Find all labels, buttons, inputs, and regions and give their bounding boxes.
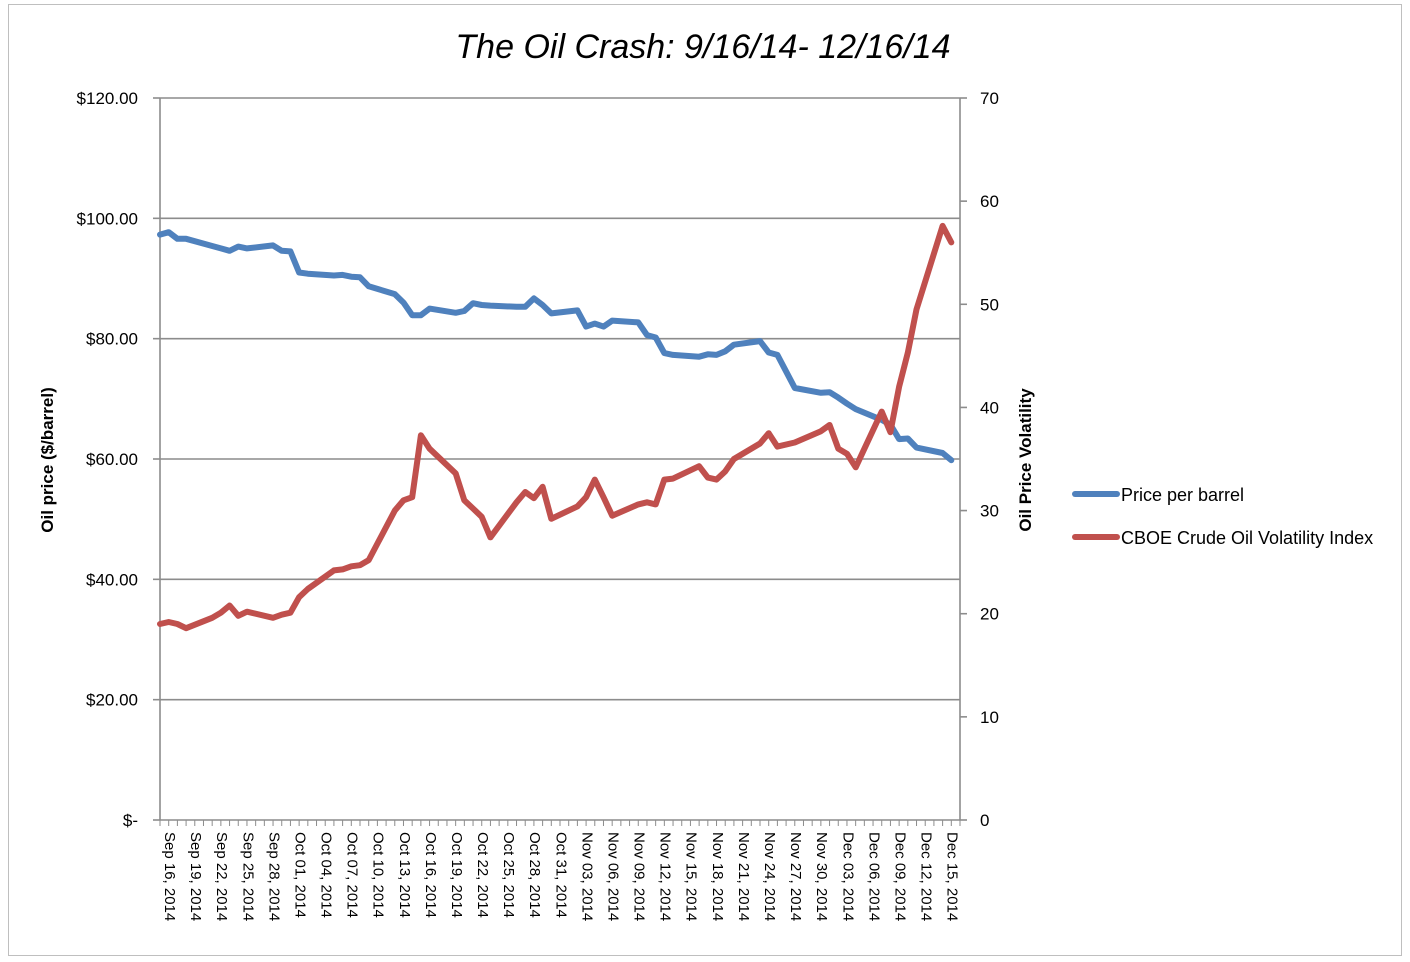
y-axis-label: Oil price ($/barrel)	[38, 387, 57, 533]
series-lines	[157, 222, 955, 632]
x-tick-label: Nov 21, 2014	[735, 832, 752, 921]
x-tick-label: Sep 16, 2014	[161, 832, 178, 921]
y2-tick-label: 0	[980, 811, 989, 830]
y-tick-label: $-	[123, 811, 138, 830]
x-tick-label: Oct 07, 2014	[344, 832, 361, 918]
x-tick-label: Oct 10, 2014	[370, 832, 387, 918]
x-tick-label: Nov 12, 2014	[657, 832, 674, 921]
y2-tick-label: 20	[980, 605, 999, 624]
y2-tick-label: 70	[980, 89, 999, 108]
x-tick-label: Nov 24, 2014	[761, 832, 778, 921]
x-tick-label: Oct 25, 2014	[500, 832, 517, 918]
y2-tick-label: 60	[980, 192, 999, 211]
gridlines	[160, 97, 960, 701]
x-tick-label: Oct 01, 2014	[291, 832, 308, 918]
y-tick-label: $20.00	[86, 691, 138, 710]
x-tick-label: Oct 04, 2014	[318, 832, 335, 918]
chart-title: The Oil Crash: 9/16/14- 12/16/14	[455, 28, 950, 66]
chart-frame	[8, 4, 1402, 956]
y2-axis-label: Oil Price Volatility	[1016, 388, 1035, 532]
y2-axis-ticks: 0 10 20 30 40 50 60 70	[960, 89, 999, 830]
x-tick-label: Oct 31, 2014	[552, 832, 569, 918]
x-tick-label: Dec 09, 2014	[891, 832, 908, 921]
y2-tick-label: 10	[980, 708, 999, 727]
x-tick-label: Dec 12, 2014	[918, 832, 935, 921]
x-axis-ticks: Sep 16, 2014 Sep 19, 2014 Sep 22, 2014 Sep …	[159, 820, 961, 921]
x-tick-label: Nov 15, 2014	[683, 832, 700, 921]
x-tick-label: Dec 15, 2014	[944, 832, 961, 921]
y-tick-label: $40.00	[86, 570, 138, 589]
x-tick-label: Nov 03, 2014	[578, 832, 595, 921]
legend-label: Price per barrel	[1121, 485, 1244, 505]
x-tick-label: Sep 19, 2014	[187, 832, 204, 921]
series-line-price	[157, 229, 955, 464]
x-tick-label: Sep 25, 2014	[239, 832, 256, 921]
x-tick-label: Nov 27, 2014	[787, 832, 804, 921]
y2-tick-label: 50	[980, 295, 999, 314]
x-tick-label: Sep 28, 2014	[265, 832, 282, 921]
y-axis-ticks: $- $20.00 $40.00 $60.00 $80.00 $100.00 $120.00	[77, 89, 160, 830]
x-tick-label: Oct 19, 2014	[448, 832, 465, 918]
x-tick-label: Oct 28, 2014	[526, 832, 543, 918]
x-tick-label: Nov 18, 2014	[709, 832, 726, 921]
y2-tick-label: 40	[980, 398, 999, 417]
legend: Price per barrel CBOE Crude Oil Volatilit…	[1072, 485, 1373, 548]
x-tick-label: Sep 22, 2014	[213, 832, 230, 921]
y-tick-label: $60.00	[86, 450, 138, 469]
x-tick-label: Nov 09, 2014	[631, 832, 648, 921]
x-tick-label: Dec 03, 2014	[839, 832, 856, 921]
y-tick-label: $80.00	[86, 330, 138, 349]
x-tick-label: Nov 06, 2014	[604, 832, 621, 921]
x-tick-label: Oct 13, 2014	[396, 832, 413, 918]
x-tick-label: Nov 30, 2014	[813, 832, 830, 921]
legend-label: CBOE Crude Oil Volatility Index	[1121, 528, 1373, 548]
x-tick-label: Oct 16, 2014	[422, 832, 439, 918]
y-tick-label: $120.00	[77, 89, 138, 108]
series-line-volatility	[157, 222, 955, 632]
x-tick-label: Dec 06, 2014	[865, 832, 882, 921]
y2-tick-label: 30	[980, 502, 999, 521]
y-tick-label: $100.00	[77, 209, 138, 228]
x-tick-label: Oct 22, 2014	[474, 832, 491, 918]
